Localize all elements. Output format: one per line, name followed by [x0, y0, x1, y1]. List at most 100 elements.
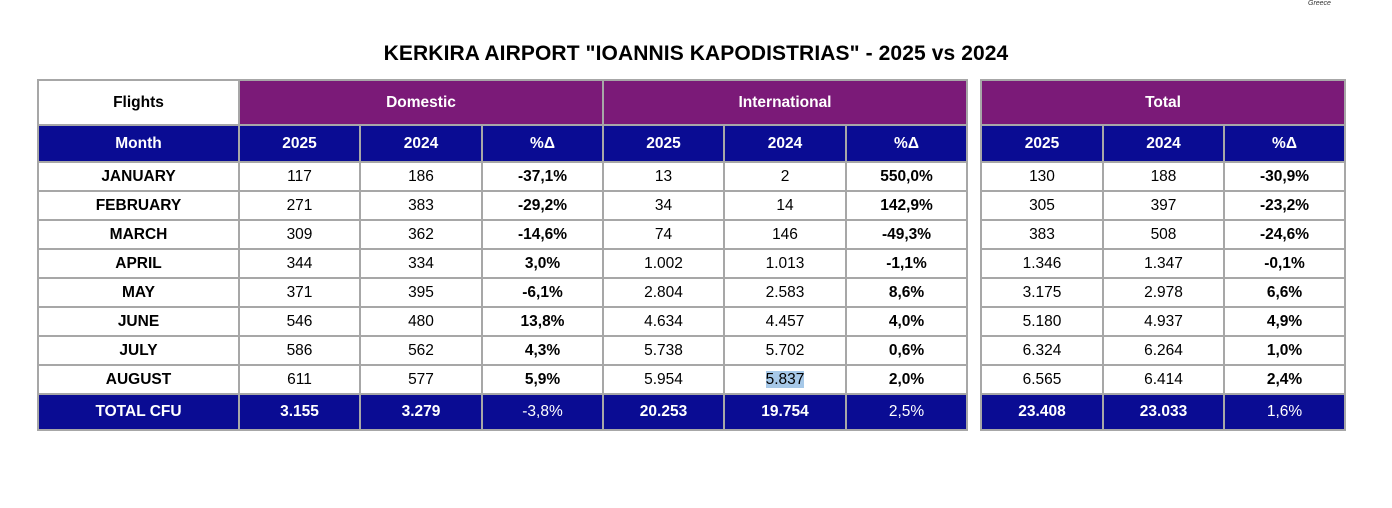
month-cell: FEBRUARY [37, 190, 240, 221]
international-pct-header: %Δ [845, 124, 968, 163]
grand-total-pct: 1,6% [1223, 393, 1346, 431]
domestic-2025-cell: 546 [238, 306, 361, 337]
table-row: 6.324 6.264 1,0% [980, 335, 1346, 366]
total-pct-cell: 1,0% [1223, 335, 1346, 366]
total-label: TOTAL CFU [37, 393, 240, 431]
total-2024-cell: 4.937 [1102, 306, 1225, 337]
domestic-pct-cell: -14,6% [481, 219, 604, 250]
table-row: 383 508 -24,6% [980, 219, 1346, 250]
total-2024-cell: 1.347 [1102, 248, 1225, 279]
international-2025-header: 2025 [602, 124, 725, 163]
total-2024-cell: 2.978 [1102, 277, 1225, 308]
total-2025-cell: 1.346 [980, 248, 1104, 279]
table-row: 130 188 -30,9% [980, 161, 1346, 192]
table-row: JANUARY 117 186 -37,1% 13 2 550,0% [37, 161, 968, 192]
total-international-pct: 2,5% [845, 393, 968, 431]
table-row: 5.180 4.937 4,9% [980, 306, 1346, 337]
international-2025-cell: 5.738 [602, 335, 725, 366]
international-2025-cell: 1.002 [602, 248, 725, 279]
domestic-2025-cell: 371 [238, 277, 361, 308]
monthly-rows: JANUARY 117 186 -37,1% 13 2 550,0% FEBRUARY 271 3… [37, 161, 968, 395]
table-row: MAY 371 395 -6,1% 2.804 2.583 8,6% [37, 277, 968, 308]
total-2024-cell: 508 [1102, 219, 1225, 250]
month-cell: APRIL [37, 248, 240, 279]
total-international-2024: 19.754 [723, 393, 847, 431]
table-row: FEBRUARY 271 383 -29,2% 34 14 142,9% [37, 190, 968, 221]
total-domestic-pct: -3,8% [481, 393, 604, 431]
domestic-pct-cell: 5,9% [481, 364, 604, 395]
domestic-2024-header: 2024 [359, 124, 483, 163]
table-row: 6.565 6.414 2,4% [980, 364, 1346, 395]
international-2024-cell: 5.837 [723, 364, 847, 395]
total-pct-cell: -23,2% [1223, 190, 1346, 221]
international-2024-cell: 2 [723, 161, 847, 192]
month-cell: JUNE [37, 306, 240, 337]
domestic-pct-cell: 3,0% [481, 248, 604, 279]
total-pct-cell: -0,1% [1223, 248, 1346, 279]
international-pct-cell: 142,9% [845, 190, 968, 221]
month-cell: JULY [37, 335, 240, 366]
total-group-header: Total [980, 79, 1346, 126]
international-2025-cell: 74 [602, 219, 725, 250]
international-2025-cell: 4.634 [602, 306, 725, 337]
total-2025-cell: 305 [980, 190, 1104, 221]
international-pct-cell: 550,0% [845, 161, 968, 192]
domestic-pct-cell: 13,8% [481, 306, 604, 337]
domestic-2024-cell: 383 [359, 190, 483, 221]
month-cell: MAY [37, 277, 240, 308]
table-row: MARCH 309 362 -14,6% 74 146 -49,3% [37, 219, 968, 250]
table-row: AUGUST 611 577 5,9% 5.954 5.837 2,0% [37, 364, 968, 395]
domestic-2025-cell: 344 [238, 248, 361, 279]
selected-text[interactable]: 5.837 [765, 370, 805, 388]
total-pct-cell: -24,6% [1223, 219, 1346, 250]
table-row: 1.346 1.347 -0,1% [980, 248, 1346, 279]
domestic-2024-cell: 362 [359, 219, 483, 250]
domestic-2025-cell: 271 [238, 190, 361, 221]
international-2025-cell: 2.804 [602, 277, 725, 308]
domestic-pct-cell: -6,1% [481, 277, 604, 308]
domestic-2025-cell: 309 [238, 219, 361, 250]
international-pct-cell: 8,6% [845, 277, 968, 308]
international-2025-cell: 13 [602, 161, 725, 192]
total-2024-cell: 188 [1102, 161, 1225, 192]
total-domestic-2025: 3.155 [238, 393, 361, 431]
month-cell: JANUARY [37, 161, 240, 192]
month-cell: AUGUST [37, 364, 240, 395]
domestic-2024-cell: 186 [359, 161, 483, 192]
total-2025-cell: 6.324 [980, 335, 1104, 366]
total-2025-cell: 383 [980, 219, 1104, 250]
domestic-pct-cell: -37,1% [481, 161, 604, 192]
grand-total-2024: 23.033 [1102, 393, 1225, 431]
total-pct-header: %Δ [1223, 124, 1346, 163]
total-pct-cell: 4,9% [1223, 306, 1346, 337]
total-pct-cell: -30,9% [1223, 161, 1346, 192]
international-2024-header: 2024 [723, 124, 847, 163]
international-2024-cell: 4.457 [723, 306, 847, 337]
total-2024-cell: 6.264 [1102, 335, 1225, 366]
group-header-row: Flights Domestic International [37, 79, 968, 126]
domestic-2025-cell: 586 [238, 335, 361, 366]
total-pct-cell: 2,4% [1223, 364, 1346, 395]
total-2025-cell: 130 [980, 161, 1104, 192]
international-2024-cell: 1.013 [723, 248, 847, 279]
international-pct-cell: 4,0% [845, 306, 968, 337]
international-2024-cell: 2.583 [723, 277, 847, 308]
flights-label: Flights [37, 79, 240, 126]
table-row: 305 397 -23,2% [980, 190, 1346, 221]
international-2024-cell: 14 [723, 190, 847, 221]
total-pct-cell: 6,6% [1223, 277, 1346, 308]
total-flights-table: Total 2025 2024 %Δ 130 188 -30,9% 305 397 -23… [980, 79, 1346, 431]
table-row: 3.175 2.978 6,6% [980, 277, 1346, 308]
total-international-2025: 20.253 [602, 393, 725, 431]
domestic-pct-cell: -29,2% [481, 190, 604, 221]
international-2025-cell: 34 [602, 190, 725, 221]
total-2025-header: 2025 [980, 124, 1104, 163]
total-column-header-row: 2025 2024 %Δ [980, 124, 1346, 163]
domestic-2024-cell: 562 [359, 335, 483, 366]
total-domestic-2024: 3.279 [359, 393, 483, 431]
total-2025-cell: 6.565 [980, 364, 1104, 395]
international-pct-cell: -49,3% [845, 219, 968, 250]
flights-table: Flights Domestic International Month 202… [37, 79, 968, 431]
table-row: APRIL 344 334 3,0% 1.002 1.013 -1,1% [37, 248, 968, 279]
international-2024-cell: 146 [723, 219, 847, 250]
